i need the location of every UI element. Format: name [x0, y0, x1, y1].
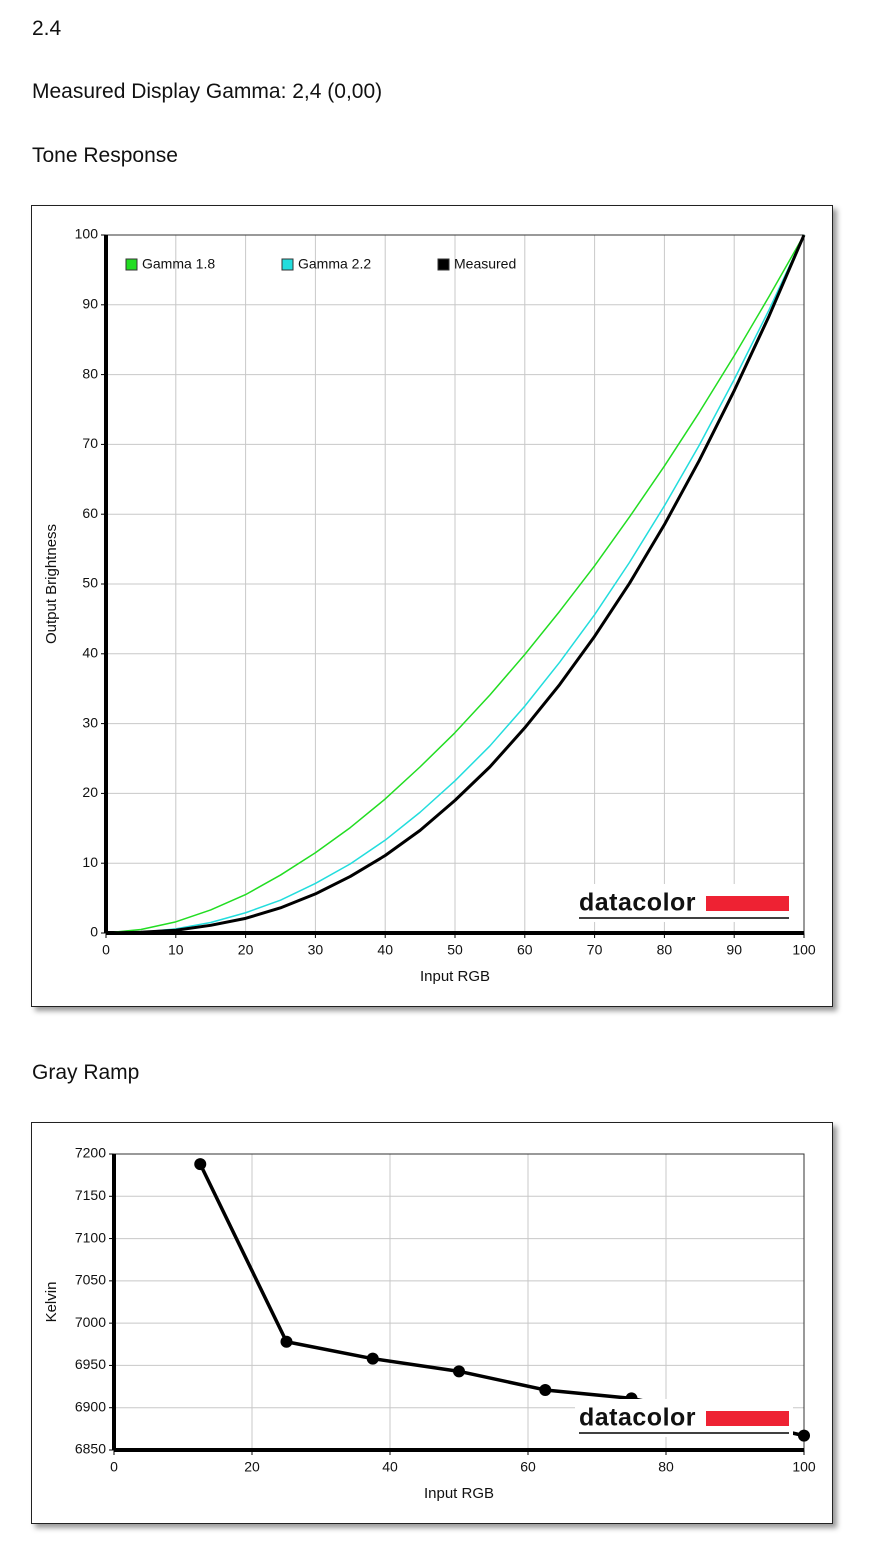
x-tick-label: 80: [657, 942, 673, 958]
y-tick-label: 30: [82, 714, 98, 730]
measured-gamma: Measured Display Gamma: 2,4 (0,00): [32, 80, 383, 103]
line: [105, 234, 806, 935]
marker: [366, 1352, 379, 1365]
line: [105, 234, 805, 934]
x-tick-label: 0: [102, 942, 110, 958]
logo-bar: [706, 1411, 789, 1426]
x-tick-label: 90: [726, 942, 742, 958]
section-title: Gray Ramp: [32, 1061, 140, 1084]
chart: 0 10 20 30 40 50 60 70 80 90 100 0 10 20 30 40 50 60 70 80 9…: [43, 226, 816, 985]
y-tick-label: 20: [82, 784, 98, 800]
marker: [798, 1429, 810, 1442]
legend-swatch: [281, 258, 294, 271]
marker: [453, 1365, 465, 1378]
y-tick-label: 0: [90, 924, 98, 940]
legend-label: Gamma 1.8: [142, 256, 215, 272]
y-tick-label: 6850: [75, 1441, 106, 1457]
line: [105, 234, 805, 934]
x-tick-label: 0: [110, 1459, 118, 1475]
x-tick-label: 80: [658, 1459, 674, 1475]
y-tick-label: 7150: [75, 1187, 106, 1203]
y-tick-label: 40: [82, 645, 98, 661]
y-tick-label: 70: [82, 435, 98, 451]
x-tick-label: 40: [382, 1459, 398, 1475]
y-tick-label: 7050: [75, 1272, 106, 1288]
y-tick-label: 7000: [75, 1314, 106, 1330]
logo: datacolor: [579, 889, 696, 917]
legend-label: Measured: [454, 256, 516, 272]
x-tick-label: 60: [517, 942, 533, 958]
x-tick-label: 50: [447, 942, 463, 958]
y-tick-label: 100: [75, 226, 99, 242]
marker: [194, 1158, 207, 1171]
marker: [539, 1383, 552, 1396]
x-axis-title: Input RGB: [424, 1485, 494, 1502]
y-tick-label: 60: [82, 505, 98, 521]
y-tick-label: 80: [82, 365, 98, 381]
x-tick-label: 60: [520, 1459, 536, 1475]
y-tick-label: 7200: [75, 1145, 106, 1161]
y-tick-label: 10: [82, 854, 98, 870]
version: 2.4: [32, 17, 62, 40]
y-tick-label: 6900: [75, 1398, 106, 1414]
x-tick-label: 100: [792, 942, 816, 958]
x-tick-label: 40: [377, 942, 393, 958]
y-axis-title: Kelvin: [43, 1282, 60, 1323]
y-tick-label: 6950: [75, 1356, 106, 1372]
chart-box: 0 20 40 60 80 100 6850 6900 6950 7000 7050 7100 7150…: [31, 1122, 833, 1524]
legend-swatch: [125, 258, 138, 271]
chart-box: 0 10 20 30 40 50 60 70 80 90 100 0 10 20 30 40 50 60 70 80 9…: [31, 205, 833, 1007]
legend-swatch: [437, 258, 450, 271]
logo: datacolor: [579, 1404, 696, 1432]
x-tick-label: 10: [168, 942, 184, 958]
x-tick-label: 70: [587, 942, 603, 958]
legend-label: Gamma 2.2: [298, 256, 371, 272]
y-tick-label: 90: [82, 296, 98, 312]
y-tick-label: 7100: [75, 1229, 106, 1245]
x-axis-title: Input RGB: [420, 968, 490, 985]
x-tick-label: 20: [244, 1459, 260, 1475]
y-axis-title: Output Brightness: [43, 524, 60, 644]
section-title: Tone Response: [32, 144, 178, 167]
logo-bar: [706, 896, 789, 911]
y-tick-label: 50: [82, 575, 98, 591]
x-tick-label: 20: [238, 942, 254, 958]
marker: [280, 1335, 293, 1348]
x-tick-label: 30: [308, 942, 324, 958]
line: [198, 1163, 805, 1438]
x-tick-label: 100: [792, 1459, 816, 1475]
chart: 0 20 40 60 80 100 6850 6900 6950 7000 7050 7100 7150…: [43, 1145, 816, 1502]
